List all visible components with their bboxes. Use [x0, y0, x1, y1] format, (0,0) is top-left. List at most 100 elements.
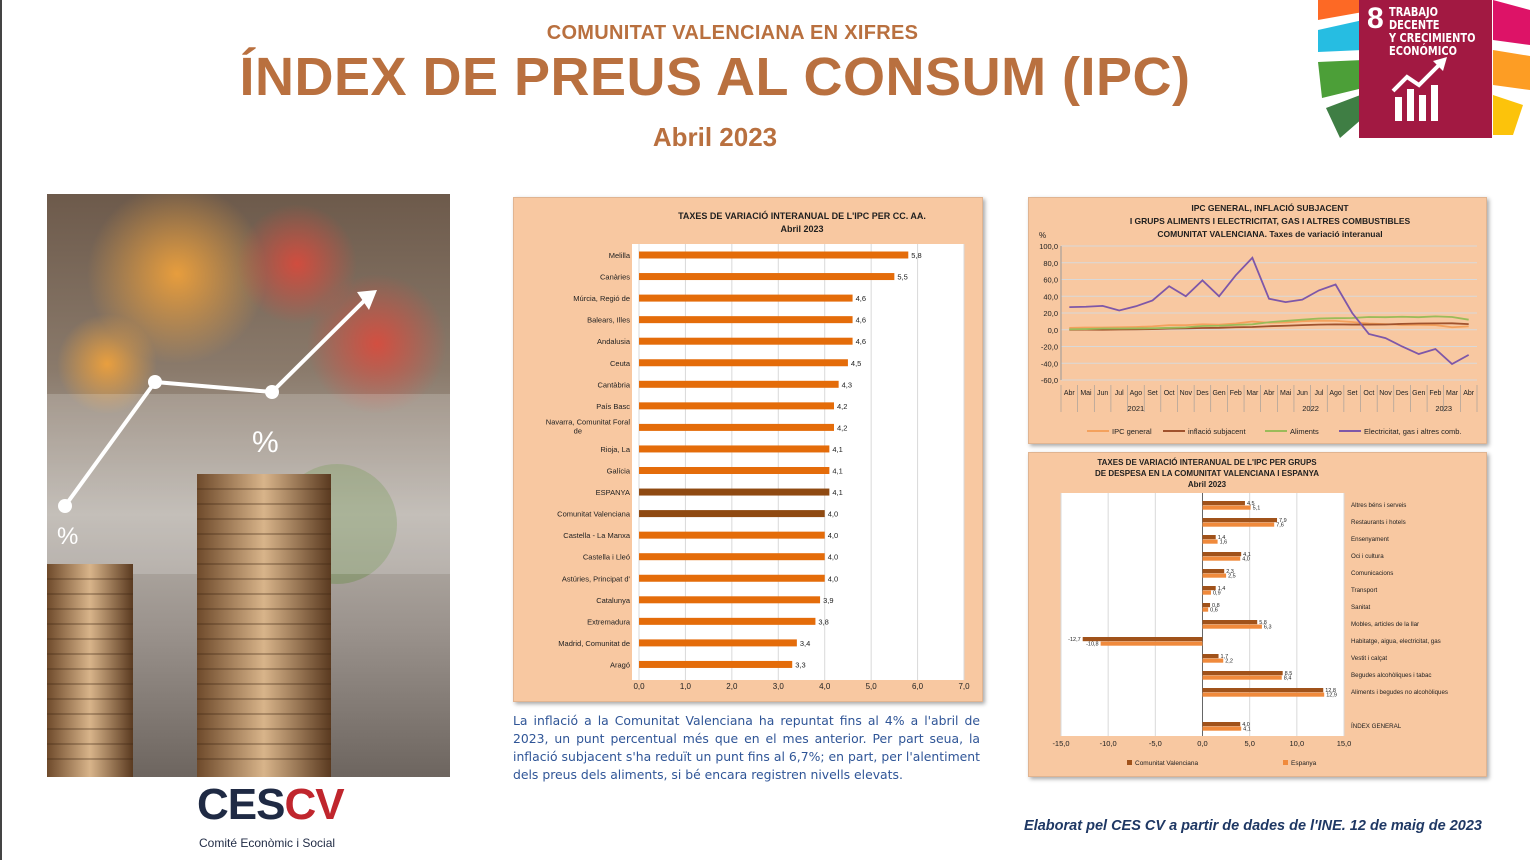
chart-title-line: COMUNITAT VALENCIANA. Taxes de variació …: [1157, 229, 1382, 239]
bar: [639, 359, 848, 367]
photo-illustration: % %: [47, 194, 450, 777]
bar-value-label: 4,2: [837, 423, 847, 432]
x-tick-label: Abr: [1463, 390, 1475, 397]
bar: [1202, 569, 1225, 574]
y-tick-label: 20,0: [1043, 309, 1058, 318]
bar-value-label: 4,6: [856, 316, 866, 325]
x-tick-label: Jun: [1097, 390, 1108, 397]
sdg-goal-8-badge: 8 TRABAJO DECENTE Y CRECIMIENTO ECONÓMIC…: [1359, 0, 1492, 138]
x-tick-label: 0,0: [633, 682, 645, 691]
year-label: 2021: [1128, 404, 1145, 413]
chart-title-line: IPC GENERAL, INFLACIÓ SUBJACENT: [1191, 202, 1349, 213]
legend-label: Comunitat Valenciana: [1135, 760, 1198, 767]
coins-growth-photo: % %: [47, 194, 450, 777]
bar: [1202, 624, 1262, 629]
category-label: Begudes alcohòliques i tabac: [1351, 672, 1432, 679]
x-tick-label: -5,0: [1149, 739, 1162, 748]
x-tick-label: Jul: [1115, 390, 1124, 397]
category-label: Vestit i calçat: [1351, 655, 1387, 662]
category-label: Aragó: [610, 660, 630, 669]
series-line: [1069, 322, 1469, 331]
bar: [1202, 620, 1258, 625]
x-tick-label: Set: [1147, 390, 1158, 397]
bar: [1202, 539, 1218, 544]
x-tick-label: 10,0: [1290, 739, 1305, 748]
category-label: Transport: [1351, 587, 1378, 594]
bar: [1202, 658, 1224, 663]
bar: [1202, 671, 1283, 676]
x-tick-label: 2,0: [726, 682, 738, 691]
bar: [1202, 522, 1275, 527]
x-tick-label: 7,0: [958, 682, 970, 691]
legend-label: inflació subjacent: [1188, 427, 1246, 436]
x-tick-label: Des: [1196, 390, 1209, 397]
x-tick-label: Nov: [1180, 390, 1193, 397]
bar-value-label: 7,9: [1279, 518, 1287, 524]
bar-value-label: 5,5: [897, 273, 907, 282]
bar-value-label: 4,1: [1243, 552, 1251, 558]
bar-value-label: 4,0: [828, 510, 838, 519]
bar-value-label: 4,3: [842, 380, 852, 389]
bar-value-label: 4,1: [832, 445, 842, 454]
cescv-logo: CESCV Comité Econòmic i Social: [197, 780, 357, 855]
x-tick-label: Oct: [1363, 390, 1374, 397]
category-label: ESPANYA: [596, 488, 630, 497]
category-label: Múrcia, Regió de: [573, 294, 630, 303]
bar: [639, 316, 853, 324]
chart-subtitle: Abril 2023: [780, 224, 823, 234]
bar: [1202, 590, 1211, 595]
summary-caption: La inflació a la Comunitat Valenciana ha…: [513, 713, 980, 782]
bar: [639, 467, 830, 474]
bar: [1202, 518, 1278, 523]
category-label: ÍNDEX GENERAL: [1351, 723, 1402, 730]
category-label: Melilla: [609, 251, 631, 260]
x-tick-label: Gen: [1212, 390, 1225, 397]
bar: [639, 574, 825, 582]
y-tick-label: 100,0: [1039, 242, 1058, 251]
legend-label: Aliments: [1290, 427, 1319, 436]
ipc-timeseries-line-chart: IPC GENERAL, INFLACIÓ SUBJACENT I GRUPS A…: [1039, 202, 1478, 436]
bar: [639, 402, 834, 410]
category-label: Oci i cultura: [1351, 553, 1384, 560]
bar-value-label: 4,0: [1242, 557, 1250, 563]
bar-value-label: 4,6: [856, 294, 866, 303]
chart-title-line: I GRUPS ALIMENTS I ELECTRICITAT, GAS I A…: [1130, 216, 1411, 226]
page-subtitle: Abril 2023: [652, 122, 778, 152]
category-label: Catalunya: [596, 596, 631, 605]
bar-value-label: 4,0: [1242, 722, 1250, 728]
bar: [639, 596, 821, 604]
legend-label: IPC general: [1112, 427, 1152, 436]
bar: [639, 445, 830, 453]
bar: [1202, 722, 1241, 727]
y-tick-label: 0,0: [1048, 326, 1058, 335]
bar-value-label: 4,0: [828, 553, 838, 562]
x-tick-label: Mai: [1080, 390, 1092, 397]
bar: [1202, 501, 1245, 506]
sdg-text-line-1: TRABAJO DECENTE: [1389, 5, 1440, 32]
legend-swatch: [1283, 760, 1288, 765]
category-label: Sanitat: [1351, 604, 1371, 611]
y-tick-label: -60,0: [1041, 376, 1058, 385]
category-label: Extremadura: [587, 617, 631, 626]
bar: [1082, 637, 1203, 642]
bar: [639, 553, 825, 561]
source-note: Elaborat pel CES CV a partir de dades de…: [1024, 818, 1482, 834]
bar-value-label: 3,9: [823, 596, 833, 605]
chart-title-line: Abril 2023: [1188, 480, 1227, 489]
y-tick-label: 40,0: [1043, 292, 1058, 301]
x-tick-label: -10,0: [1100, 739, 1117, 748]
chart-title: TAXES DE VARIACIÓ INTERANUAL DE L'IPC PE…: [678, 210, 926, 221]
category-label: Balears, Illes: [587, 316, 630, 325]
category-label: Galícia: [607, 467, 631, 476]
bar-value-label: 4,5: [851, 359, 861, 368]
bar: [639, 380, 839, 388]
x-tick-label: 5,0: [866, 682, 878, 691]
bar-value-label: 4,0: [828, 574, 838, 583]
bar-value-label: -10,8: [1086, 642, 1099, 648]
bar-value-label: 3,3: [795, 660, 805, 669]
bar-value-label: 0,6: [1210, 608, 1218, 614]
x-tick-label: Abr: [1064, 390, 1076, 397]
category-label: Cantàbria: [597, 380, 630, 389]
bar: [639, 294, 853, 302]
bar-value-label: 4,0: [828, 531, 838, 540]
